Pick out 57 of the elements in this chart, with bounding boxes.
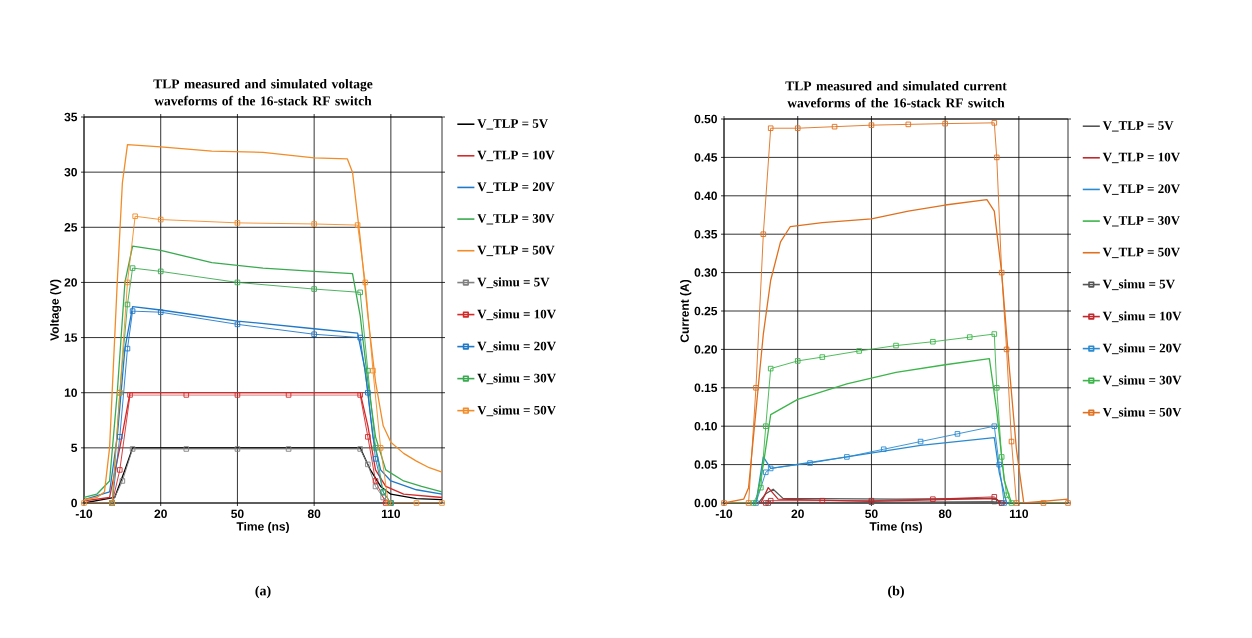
text: (b) bbox=[888, 585, 904, 599]
y-tick-label: 35 bbox=[64, 112, 78, 122]
y-tick-label: 0.40 bbox=[694, 191, 717, 201]
legend-label: V_TLP = 5V bbox=[1102, 121, 1174, 132]
x-tick-label: -10 bbox=[75, 509, 93, 519]
x-axis-title: Time (ns) bbox=[236, 521, 289, 534]
y-tick-label: 0.20 bbox=[694, 345, 717, 354]
x-tick-label: 110 bbox=[381, 509, 401, 519]
legend-label: V_simu = 10V bbox=[477, 309, 556, 321]
y-tick-label: 0.00 bbox=[694, 498, 717, 508]
y-tick-label: 0.35 bbox=[694, 229, 718, 239]
y-tick-label: 0.45 bbox=[694, 153, 718, 162]
legend-label: V_simu = 10V bbox=[1102, 311, 1182, 323]
y-tick-label: 0.05 bbox=[694, 460, 718, 469]
y-tick-label: 10 bbox=[64, 388, 77, 397]
y-tick-label: 0.15 bbox=[694, 383, 718, 393]
y-tick-label: 15 bbox=[64, 333, 78, 342]
y-tick-label: 0 bbox=[71, 498, 77, 508]
legend-label: V_TLP = 20V bbox=[1102, 184, 1180, 195]
legend-label: V_simu = 5V bbox=[1102, 279, 1175, 291]
y-tick-label: 30 bbox=[64, 167, 77, 177]
legend-label: V_TLP = 20V bbox=[477, 182, 555, 193]
y-tick-label: 20 bbox=[64, 278, 77, 287]
legend-label: V_simu = 50V bbox=[477, 405, 556, 417]
legend-label: V_simu = 30V bbox=[477, 373, 556, 385]
x-axis-title: Time (ns) bbox=[869, 521, 922, 534]
y-axis-title: Current (A) bbox=[680, 279, 692, 343]
legend-label: V_TLP = 10V bbox=[1102, 152, 1180, 164]
y-axis-title: Voltage (V) bbox=[50, 279, 62, 341]
x-tick-label: 20 bbox=[791, 509, 804, 519]
legend-label: V_simu = 20V bbox=[1102, 343, 1182, 355]
legend-label: V_simu = 50V bbox=[1102, 407, 1182, 419]
legend-label: V_simu = 5V bbox=[477, 277, 550, 289]
legend-label: V_TLP = 50V bbox=[477, 245, 555, 257]
x-tick-label: 20 bbox=[154, 509, 167, 519]
legend-label: V_TLP = 30V bbox=[1102, 216, 1180, 227]
text: (a) bbox=[255, 585, 271, 599]
legend-label: V_TLP = 30V bbox=[477, 214, 555, 225]
y-tick-label: 25 bbox=[64, 223, 78, 232]
legend-label: V_simu = 30V bbox=[1102, 375, 1182, 387]
y-tick-label: 0.30 bbox=[694, 268, 717, 277]
y-tick-label: 0.25 bbox=[694, 306, 718, 316]
x-tick-label: 80 bbox=[938, 509, 952, 519]
chart-title: TLP measured and simulated current waveforms of the 16-stack RF switch bbox=[785, 80, 1007, 108]
y-tick-label: 0.50 bbox=[694, 114, 717, 124]
x-tick-label: 50 bbox=[865, 509, 878, 519]
legend-label: V_simu = 20V bbox=[477, 341, 556, 353]
x-tick-label: -10 bbox=[715, 509, 733, 519]
legend-label: V_TLP = 5V bbox=[477, 119, 549, 130]
x-tick-label: 110 bbox=[1009, 509, 1029, 519]
x-tick-label: 50 bbox=[231, 509, 244, 519]
legend-label: V_TLP = 10V bbox=[477, 150, 555, 162]
legend-label: V_TLP = 50V bbox=[1102, 247, 1180, 259]
chart-title: TLP measured and simulated voltage waveforms of the 16-stack RF switch bbox=[153, 78, 373, 106]
y-tick-label: 0.10 bbox=[694, 421, 717, 431]
x-tick-label: 80 bbox=[307, 509, 321, 519]
y-tick-label: 5 bbox=[71, 443, 78, 453]
